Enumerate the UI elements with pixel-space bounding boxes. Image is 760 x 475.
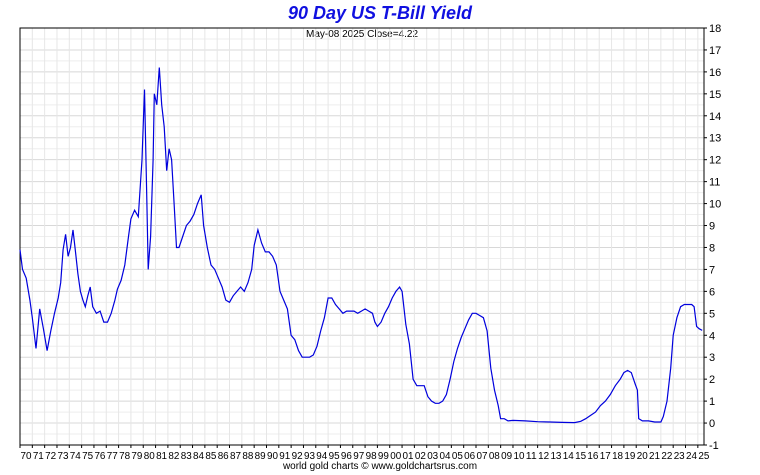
x-tick-label: 76 xyxy=(94,451,105,462)
x-tick-label: 83 xyxy=(181,451,192,462)
y-tick-label: 8 xyxy=(709,242,715,254)
x-tick-label: 05 xyxy=(452,451,463,462)
x-tick-label: 71 xyxy=(33,451,44,462)
y-tick-label: 14 xyxy=(709,111,721,123)
x-tick-label: 97 xyxy=(353,451,364,462)
x-tick-label: 24 xyxy=(686,451,697,462)
x-tick-label: 86 xyxy=(218,451,229,462)
x-tick-label: 84 xyxy=(193,451,204,462)
y-tick-label: 9 xyxy=(709,221,715,233)
x-tick-label: 13 xyxy=(550,451,561,462)
x-tick-label: 12 xyxy=(538,451,549,462)
x-tick-label: 70 xyxy=(21,451,32,462)
x-tick-label: 73 xyxy=(57,451,68,462)
plot-frame xyxy=(19,27,705,446)
x-tick-label: 08 xyxy=(489,451,500,462)
x-tick-label: 75 xyxy=(82,451,93,462)
x-tick-label: 16 xyxy=(587,451,598,462)
x-tick-label: 77 xyxy=(107,451,118,462)
grid-layer xyxy=(19,27,704,446)
x-tick-label: 03 xyxy=(427,451,438,462)
x-tick-label: 23 xyxy=(674,451,685,462)
x-tick-label: 89 xyxy=(255,451,266,462)
x-tick-label: 17 xyxy=(600,451,611,462)
x-tick-label: 21 xyxy=(649,451,660,462)
y-tick-label: 13 xyxy=(709,133,721,145)
x-tick-label: 74 xyxy=(70,451,81,462)
x-tick-label: 93 xyxy=(304,451,315,462)
x-tick-label: 00 xyxy=(390,451,401,462)
x-tick-label: 19 xyxy=(624,451,635,462)
chart-subtitle: May-08 2025 Close=4.22 xyxy=(305,29,419,40)
y-tick-label: 6 xyxy=(709,286,715,298)
x-tick-label: 11 xyxy=(526,451,537,462)
y-tick-label: 4 xyxy=(709,330,715,342)
y-tick-label: 0 xyxy=(709,418,715,430)
y-tick-label: 12 xyxy=(709,155,721,167)
chart-footer: world gold charts © www.goldchartsrus.co… xyxy=(282,461,478,472)
x-tick-label: 20 xyxy=(637,451,648,462)
y-tick-label: 2 xyxy=(709,374,715,386)
x-tick-label: 78 xyxy=(119,451,130,462)
y-tick-label: 18 xyxy=(709,23,721,35)
x-tick-label: 04 xyxy=(440,451,451,462)
x-tick-label: 14 xyxy=(563,451,574,462)
x-tick-label: 98 xyxy=(366,451,377,462)
x-axis-ticks: 70 71 72 73 74 75 76 77 78 79 80 81 82 83 84 85 86 87 88 89… xyxy=(19,445,710,462)
y-tick-label: 5 xyxy=(709,308,715,320)
y-tick-label: 16 xyxy=(709,67,721,79)
x-tick-label: 90 xyxy=(267,451,278,462)
x-tick-label: 88 xyxy=(242,451,253,462)
x-tick-label: 85 xyxy=(205,451,216,462)
x-tick-label: 80 xyxy=(144,451,155,462)
x-tick-label: 79 xyxy=(131,451,142,462)
chart-title: 90 Day US T-Bill Yield xyxy=(287,3,473,23)
y-tick-label: 1 xyxy=(709,396,715,408)
x-tick-label: 10 xyxy=(513,451,524,462)
y-tick-label: 11 xyxy=(709,177,720,189)
x-tick-label: 07 xyxy=(477,451,488,462)
y-tick-label: 7 xyxy=(709,264,715,276)
x-tick-label: 87 xyxy=(230,451,241,462)
x-tick-label: 22 xyxy=(661,451,672,462)
x-tick-label: 72 xyxy=(45,451,56,462)
x-tick-label: 96 xyxy=(341,451,352,462)
y-tick-label: 10 xyxy=(709,199,721,211)
x-tick-label: 15 xyxy=(575,451,586,462)
x-tick-label: 82 xyxy=(168,451,179,462)
x-tick-label: 92 xyxy=(292,451,303,462)
x-tick-label: 06 xyxy=(464,451,475,462)
x-tick-label: 95 xyxy=(329,451,340,462)
x-tick-label: 81 xyxy=(156,451,167,462)
x-tick-label: 02 xyxy=(415,451,426,462)
y-tick-label: 3 xyxy=(709,352,715,364)
x-tick-label: 01 xyxy=(403,451,414,462)
x-tick-label: 94 xyxy=(316,451,327,462)
x-tick-label: 09 xyxy=(501,451,512,462)
y-tick-label: -1 xyxy=(709,440,719,452)
y-tick-label: 15 xyxy=(709,89,721,101)
x-tick-label: 18 xyxy=(612,451,623,462)
x-tick-label: 99 xyxy=(378,451,389,462)
x-tick-label: 91 xyxy=(279,451,290,462)
x-tick-label: 25 xyxy=(698,451,709,462)
series-line xyxy=(19,67,703,424)
y-tick-label: 17 xyxy=(709,45,721,57)
